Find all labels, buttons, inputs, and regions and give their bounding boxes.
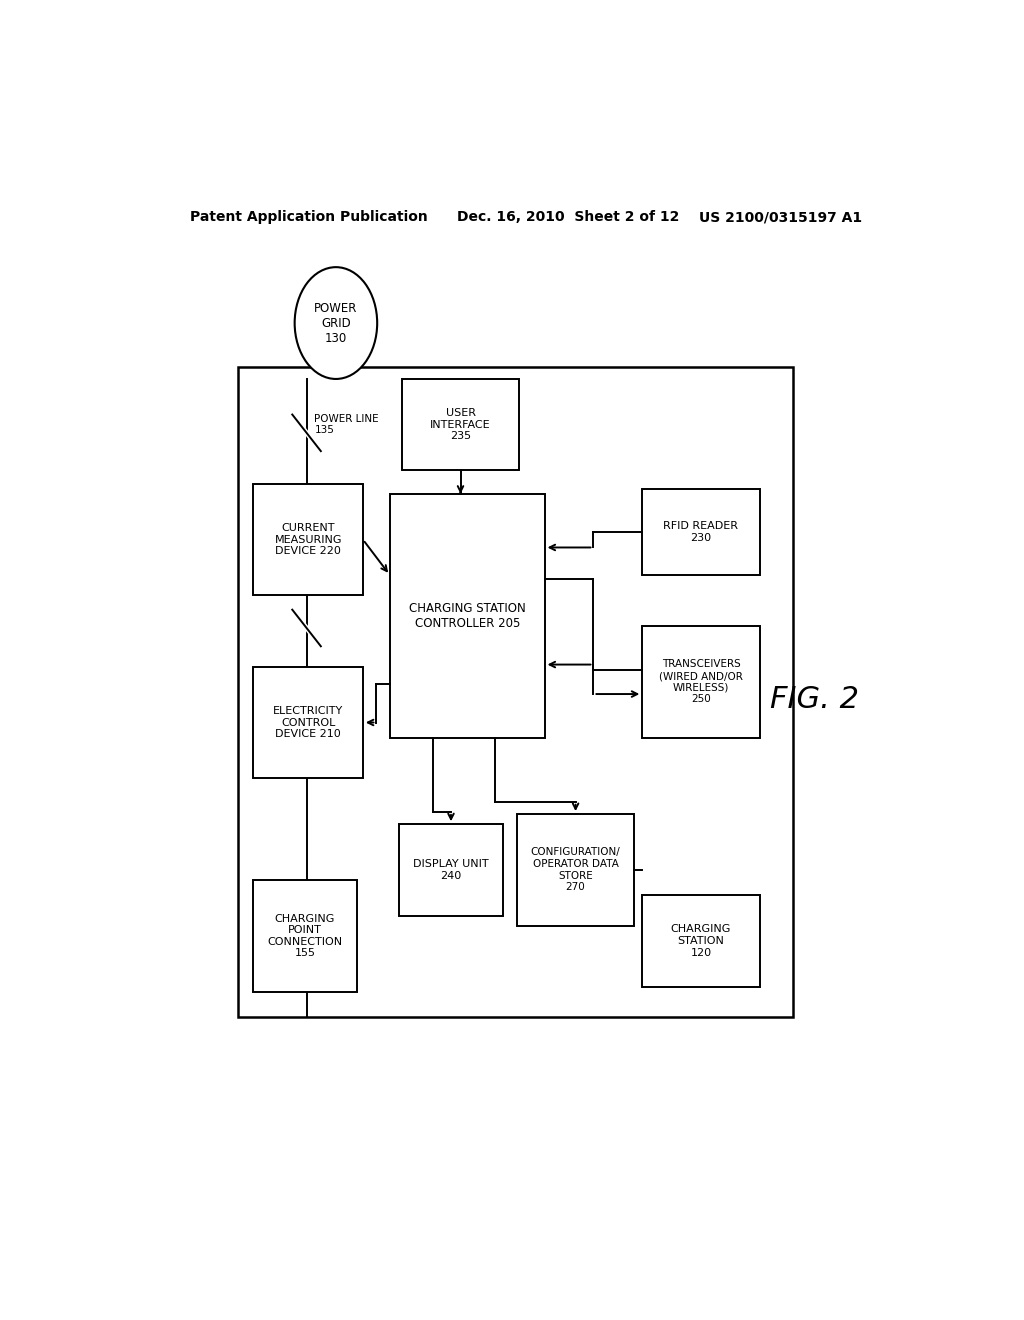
- Text: USER
INTERFACE
235: USER INTERFACE 235: [430, 408, 490, 441]
- Ellipse shape: [295, 267, 377, 379]
- Bar: [642, 895, 760, 987]
- Text: POWER
GRID
130: POWER GRID 130: [314, 301, 357, 345]
- Bar: [401, 379, 519, 470]
- Bar: [642, 626, 760, 738]
- Bar: [253, 483, 362, 595]
- Text: RFID READER
230: RFID READER 230: [664, 521, 738, 543]
- Text: CHARGING
POINT
CONNECTION
155: CHARGING POINT CONNECTION 155: [267, 913, 343, 958]
- Bar: [238, 367, 793, 1018]
- Text: Patent Application Publication: Patent Application Publication: [189, 210, 428, 224]
- Text: FIG. 2: FIG. 2: [770, 685, 859, 714]
- Text: CHARGING
STATION
120: CHARGING STATION 120: [671, 924, 731, 957]
- Text: Dec. 16, 2010  Sheet 2 of 12: Dec. 16, 2010 Sheet 2 of 12: [458, 210, 680, 224]
- Bar: [642, 488, 760, 576]
- Text: TRANSCEIVERS
(WIRED AND/OR
WIRELESS)
250: TRANSCEIVERS (WIRED AND/OR WIRELESS) 250: [659, 660, 743, 705]
- Text: US 2100/0315197 A1: US 2100/0315197 A1: [699, 210, 862, 224]
- Bar: [399, 824, 503, 916]
- Text: ELECTRICITY
CONTROL
DEVICE 210: ELECTRICITY CONTROL DEVICE 210: [273, 706, 343, 739]
- Text: DISPLAY UNIT
240: DISPLAY UNIT 240: [413, 859, 488, 880]
- Bar: [390, 494, 545, 738]
- Bar: [517, 814, 634, 925]
- Text: CHARGING STATION
CONTROLLER 205: CHARGING STATION CONTROLLER 205: [409, 602, 525, 630]
- Text: CURRENT
MEASURING
DEVICE 220: CURRENT MEASURING DEVICE 220: [274, 523, 342, 556]
- Bar: [253, 667, 362, 779]
- Bar: [253, 880, 356, 991]
- Text: CONFIGURATION/
OPERATOR DATA
STORE
270: CONFIGURATION/ OPERATOR DATA STORE 270: [530, 847, 621, 892]
- Text: POWER LINE
135: POWER LINE 135: [314, 414, 379, 436]
